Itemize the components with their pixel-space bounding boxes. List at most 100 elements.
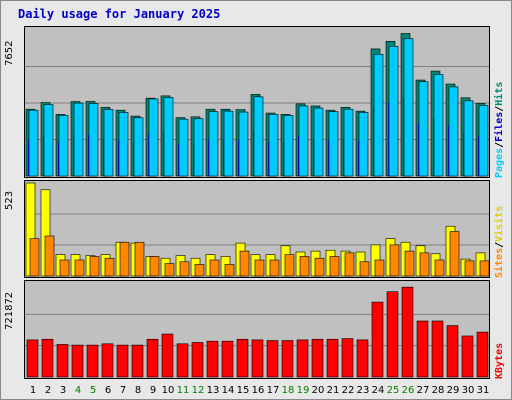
visits-bar [344,252,355,277]
visits-bar [29,238,40,277]
x-tick-label: 3 [60,385,66,396]
kbytes-bar [101,343,114,378]
visits-bar [74,259,85,277]
visits-bar [389,244,400,277]
hits-bar [73,102,84,177]
hits-bar [403,38,414,177]
visits-bar [224,264,235,277]
x-tick-label: 6 [105,385,111,396]
kbytes-bar [71,344,84,378]
kbytes-bar [251,339,264,378]
x-axis-labels: 1 2 3 4 5 6 7 8 9 10 11 12 13 14 15 16 17 18 19 20 21 22 23 24 2… [30,385,490,396]
hits-bar [283,115,294,177]
hits-bar [58,115,69,177]
x-tick-label: 11 [177,385,190,396]
visits-bar [89,256,100,277]
hits-bar [148,98,159,177]
kbytes-bar [311,338,324,378]
x-tick-label: 9 [150,385,156,396]
hits-bar [208,111,219,177]
kbytes-bar [26,339,39,378]
kbytes-bar [131,344,144,378]
x-tick-label: 22 [342,385,355,396]
kbytes-bar [326,338,339,378]
x-tick-label: 29 [447,385,460,396]
kbytes-bar [206,340,219,378]
kbytes-bar [401,286,414,378]
visits-bar [254,259,265,277]
hits-bar [118,112,129,177]
kbytes-bar [386,291,399,378]
x-tick-label: 1 [30,385,36,396]
kbytes-bar [281,340,294,378]
x-tick-label: 15 [237,385,250,396]
visits-bar [44,235,55,277]
x-tick-label: 2 [45,385,51,396]
hits-bar [193,118,204,177]
x-tick-label: 12 [192,385,205,396]
hits-bar [343,108,354,177]
hits-bar [328,111,339,177]
chart-title: Daily usage for January 2025 [18,7,221,21]
visits-bar [404,250,415,277]
kbytes-bar [476,331,489,378]
hits-bar [163,97,174,177]
x-tick-label: 4 [75,385,81,396]
x-tick-label: 7 [120,385,126,396]
kbytes-bar [431,320,444,378]
x-tick-label: 19 [297,385,310,396]
kbytes-bar [371,301,384,378]
visits-bar [179,261,190,277]
x-tick-label: 10 [162,385,175,396]
x-tick-label: 20 [312,385,325,396]
hits-bar [478,105,489,177]
kbytes-bar [446,325,459,378]
hits-bar [313,107,324,177]
x-tick-label: 23 [357,385,370,396]
visits-bar [479,260,490,277]
x-tick-label: 31 [477,385,490,396]
hits-bar [178,118,189,177]
hits-bar [298,105,309,177]
kbytes-bar [116,344,129,378]
hits-bar [238,111,249,177]
visits-bar [239,250,250,277]
x-tick-label: 24 [372,385,385,396]
hits-bar [28,109,39,177]
kbytes-bar [146,338,159,378]
hits-bar [388,45,399,177]
hits-bar [373,53,384,177]
x-tick-label: 8 [135,385,141,396]
x-tick-label: 5 [90,385,96,396]
visits-bar [104,257,115,277]
x-tick-label: 25 [387,385,400,396]
hits-bar [103,109,114,177]
x-tick-label: 14 [222,385,235,396]
visits-bar [434,259,445,277]
x-tick-label: 28 [432,385,445,396]
visits-bar [269,259,280,277]
visits-bar [59,259,70,277]
hits-bar [433,74,444,177]
x-tick-label: 16 [252,385,265,396]
hits-bar [253,96,264,177]
visits-bar [194,264,205,277]
visits-bar [134,241,145,277]
visits-bar [119,241,130,277]
hits-bar [463,100,474,177]
kbytes-bar [461,335,474,378]
hits-bar [268,114,279,177]
visits-bar [419,252,430,277]
visits-bar [149,256,160,277]
hits-bar [133,117,144,177]
hits-bar [223,110,234,177]
hits-bar [43,104,54,177]
visits-bar [314,257,325,277]
hits-bar [358,112,369,177]
visits-bar [464,260,475,277]
kbytes-bar [161,333,174,378]
hits-bar [448,86,459,177]
kbytes-bar [296,339,309,378]
x-tick-label: 21 [327,385,340,396]
